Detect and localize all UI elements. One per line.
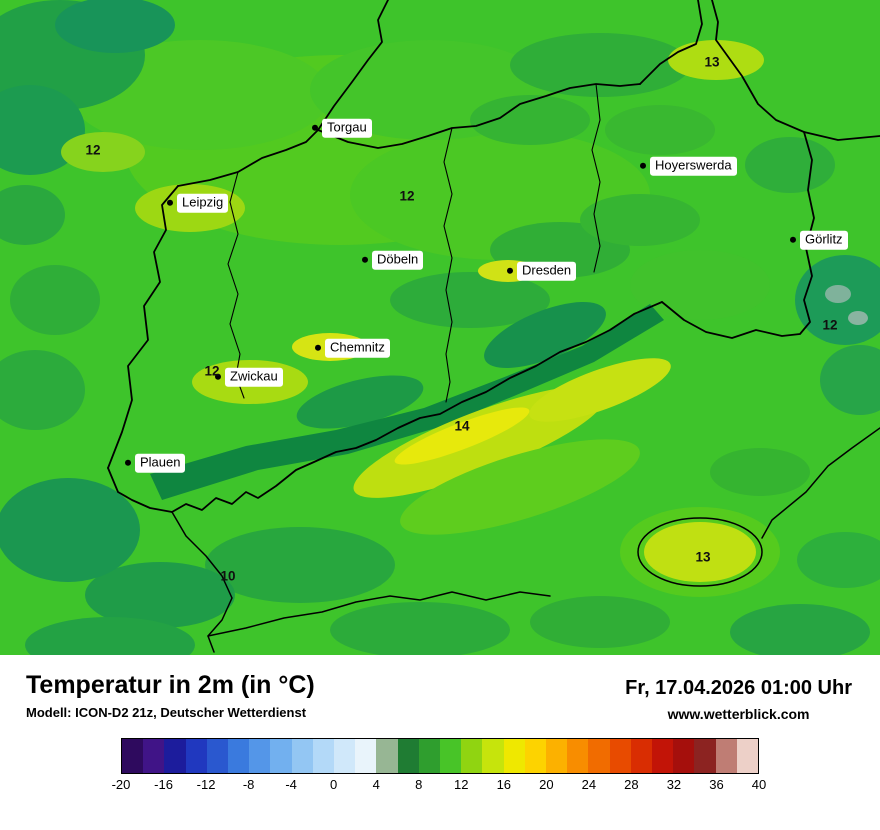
colorbar-cell xyxy=(291,739,313,773)
city-marker: Leipzig xyxy=(167,193,229,213)
colorbar-cell xyxy=(630,739,653,773)
colorbar-cell xyxy=(376,739,398,773)
city-label: Hoyerswerda xyxy=(650,156,737,176)
colorbar-cell xyxy=(122,739,144,773)
city-label: Dresden xyxy=(517,261,577,281)
city-marker: Görlitz xyxy=(790,230,848,250)
colorbar-cell xyxy=(715,739,737,773)
colorbar-tick-label: 32 xyxy=(666,777,682,792)
colorbar-cell xyxy=(503,739,525,773)
city-dot-icon xyxy=(312,125,318,131)
colorbar-cell xyxy=(694,739,716,773)
colorbar-tick-label: -4 xyxy=(285,777,297,792)
colorbar-cell xyxy=(249,739,271,773)
city-marker: Chemnitz xyxy=(315,338,390,358)
colorbar-cell xyxy=(673,739,695,773)
colorbar-cell xyxy=(588,739,610,773)
colorbar-tick-label: 40 xyxy=(751,777,767,792)
city-marker: Zwickau xyxy=(215,367,283,387)
colorbar-cell xyxy=(440,739,462,773)
colorbar-tick-label: -8 xyxy=(242,777,255,792)
colorbar-tick-label: 4 xyxy=(372,777,380,792)
city-dot-icon xyxy=(125,460,131,466)
city-layer: Torgau Hoyerswerda Leipzig Görlitz Döbeln Dre… xyxy=(85,54,848,584)
temperature-value: 14 xyxy=(454,418,470,434)
colorbar-cell xyxy=(334,739,356,773)
city-label: Leipzig xyxy=(177,193,229,213)
footer: Temperatur in 2m (in °C) Modell: ICON-D2… xyxy=(0,655,880,830)
colorbar-cell xyxy=(312,739,335,773)
colorbar-cell xyxy=(736,739,759,773)
temperature-field-map xyxy=(0,0,880,655)
colorbar-cell xyxy=(652,739,674,773)
colorbar-cell xyxy=(418,739,441,773)
city-marker: Döbeln xyxy=(362,250,424,270)
colorbar-tick-label: 0 xyxy=(330,777,338,792)
colorbar-tick-label: 24 xyxy=(581,777,597,792)
colorbar-cells xyxy=(121,738,759,774)
date-block: Fr, 17.04.2026 01:00 Uhr www.wetterblick… xyxy=(625,671,852,722)
colorbar-tick-label: 28 xyxy=(624,777,639,792)
colorbar-cell xyxy=(143,739,165,773)
city-dot-icon xyxy=(167,200,173,206)
temperature-value: 12 xyxy=(399,188,415,204)
colorbar-cell xyxy=(164,739,186,773)
colorbar-tick-label: 8 xyxy=(415,777,423,792)
temperature-value: 13 xyxy=(695,549,711,565)
temperature-value: 12 xyxy=(85,142,101,158)
colorbar-cell xyxy=(355,739,377,773)
city-dot-icon xyxy=(315,345,321,351)
colorbar-cell xyxy=(397,739,419,773)
weather-map: Torgau Hoyerswerda Leipzig Görlitz Döbeln Dre… xyxy=(0,0,880,655)
colorbar-cell xyxy=(185,739,207,773)
city-dot-icon xyxy=(640,163,646,169)
city-label: Görlitz xyxy=(800,230,848,250)
city-dot-icon xyxy=(507,268,513,274)
city-label: Zwickau xyxy=(225,367,283,387)
datetime-label: Fr, 17.04.2026 01:00 Uhr xyxy=(625,677,852,699)
colorbar-cell xyxy=(567,739,589,773)
colorbar-cell xyxy=(524,739,547,773)
colorbar-cell xyxy=(461,739,483,773)
city-marker: Torgau xyxy=(312,118,372,138)
colorbar-cell xyxy=(482,739,504,773)
colorbar-tick-label: 12 xyxy=(454,777,469,792)
page-title: Temperatur in 2m (in °C) xyxy=(26,671,315,699)
colorbar-tick-label: -16 xyxy=(154,777,173,792)
temperature-value: 13 xyxy=(704,54,720,70)
city-label: Döbeln xyxy=(372,250,424,270)
city-dot-icon xyxy=(790,237,796,243)
website-label: www.wetterblick.com xyxy=(667,706,810,722)
colorbar-tick-label: 36 xyxy=(709,777,724,792)
city-label: Chemnitz xyxy=(325,338,390,358)
temperature-value: 10 xyxy=(220,568,236,584)
city-label: Plauen xyxy=(135,453,186,473)
colorbar-cell xyxy=(546,739,568,773)
colorbar-tick-label: 20 xyxy=(539,777,554,792)
colorbar-tick-label: -12 xyxy=(196,777,216,792)
colorbar-cell xyxy=(270,739,292,773)
city-dot-icon xyxy=(362,257,368,263)
colorbar-tick-label: 16 xyxy=(496,777,512,792)
city-dot-icon xyxy=(215,374,221,380)
colorbar-tick-label: -20 xyxy=(111,777,131,792)
model-info: Modell: ICON-D2 21z, Deutscher Wetterdie… xyxy=(26,705,307,720)
colorbar: -20 -16 -12 -8 -4 0 4 8 12 16 20 24 28 32 36 40 xyxy=(112,738,767,795)
colorbar-cell xyxy=(609,739,631,773)
title-block: Temperatur in 2m (in °C) Modell: ICON-D2… xyxy=(26,671,315,720)
colorbar-ticks: -20 -16 -12 -8 -4 0 4 8 12 16 20 24 28 32 36 40 xyxy=(112,777,767,795)
city-marker: Plauen xyxy=(125,453,186,473)
footer-header: Temperatur in 2m (in °C) Modell: ICON-D2… xyxy=(0,655,880,722)
colorbar-cell xyxy=(228,739,250,773)
city-label: Torgau xyxy=(322,118,372,138)
colorbar-cell xyxy=(206,739,229,773)
city-marker: Dresden xyxy=(507,261,577,281)
city-marker: Hoyerswerda xyxy=(640,156,737,176)
temperature-value: 12 xyxy=(204,363,220,379)
temperature-value: 12 xyxy=(822,317,838,333)
